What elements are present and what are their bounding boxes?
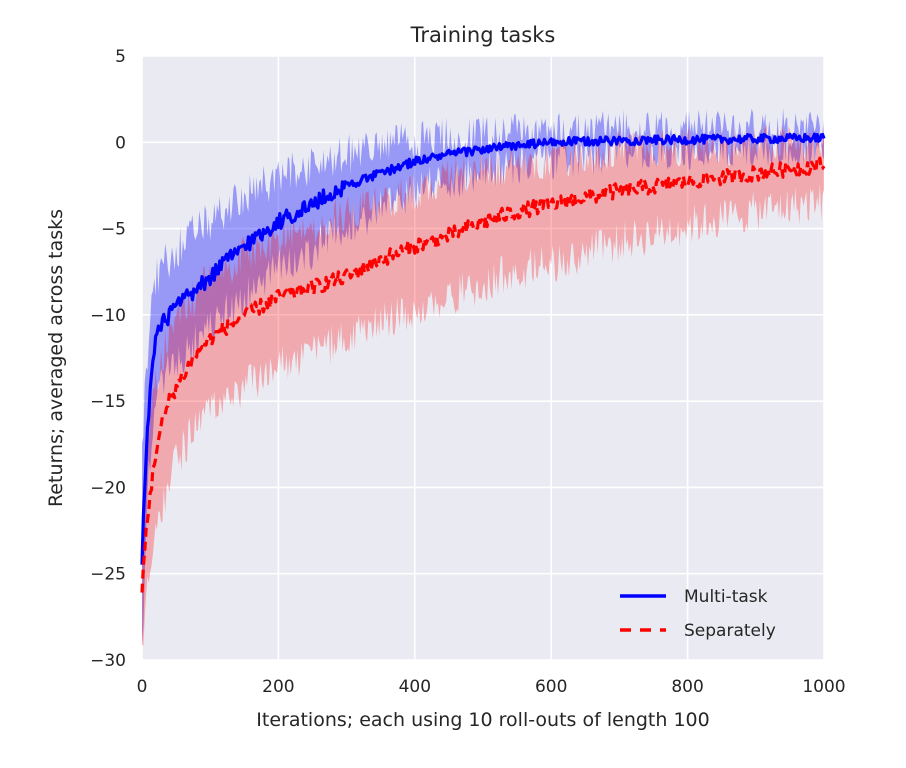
y-tick-label: −10 — [90, 306, 126, 326]
y-tick-label: −5 — [101, 220, 126, 240]
legend-label-multi-task: Multi-task — [684, 587, 768, 607]
band-separately — [142, 124, 824, 647]
y-tick-label: −25 — [90, 565, 126, 585]
y-tick-label: −15 — [90, 392, 126, 412]
band-multi-task — [142, 108, 824, 643]
y-tick-label: 0 — [115, 133, 126, 153]
series-line-multi-task — [140, 132, 826, 565]
y-tick-label: −30 — [90, 651, 126, 671]
y-axis-label: Returns; averaged across tasks — [45, 209, 67, 507]
y-tick-label: −20 — [90, 478, 126, 498]
plot-background — [142, 56, 824, 660]
tick-labels: 0 200 400 600 800 1000 5 0 −5 −10 −15 −20 −25 −30 — [90, 47, 846, 697]
x-tick-label: 800 — [671, 677, 703, 697]
x-axis-label: Iterations; each using 10 roll-outs of l… — [256, 709, 709, 731]
x-tick-label: 1000 — [802, 677, 845, 697]
confidence-bands — [142, 108, 824, 647]
x-tick-label: 0 — [137, 677, 148, 697]
x-tick-label: 200 — [262, 677, 294, 697]
legend: Multi-task Separately — [620, 587, 776, 641]
series-line-separately — [140, 156, 826, 593]
x-tick-label: 400 — [399, 677, 431, 697]
chart-title: Training tasks — [410, 23, 556, 47]
legend-label-separately: Separately — [684, 621, 776, 641]
x-tick-label: 600 — [535, 677, 567, 697]
series-lines — [140, 132, 826, 593]
y-tick-label: 5 — [115, 47, 126, 67]
